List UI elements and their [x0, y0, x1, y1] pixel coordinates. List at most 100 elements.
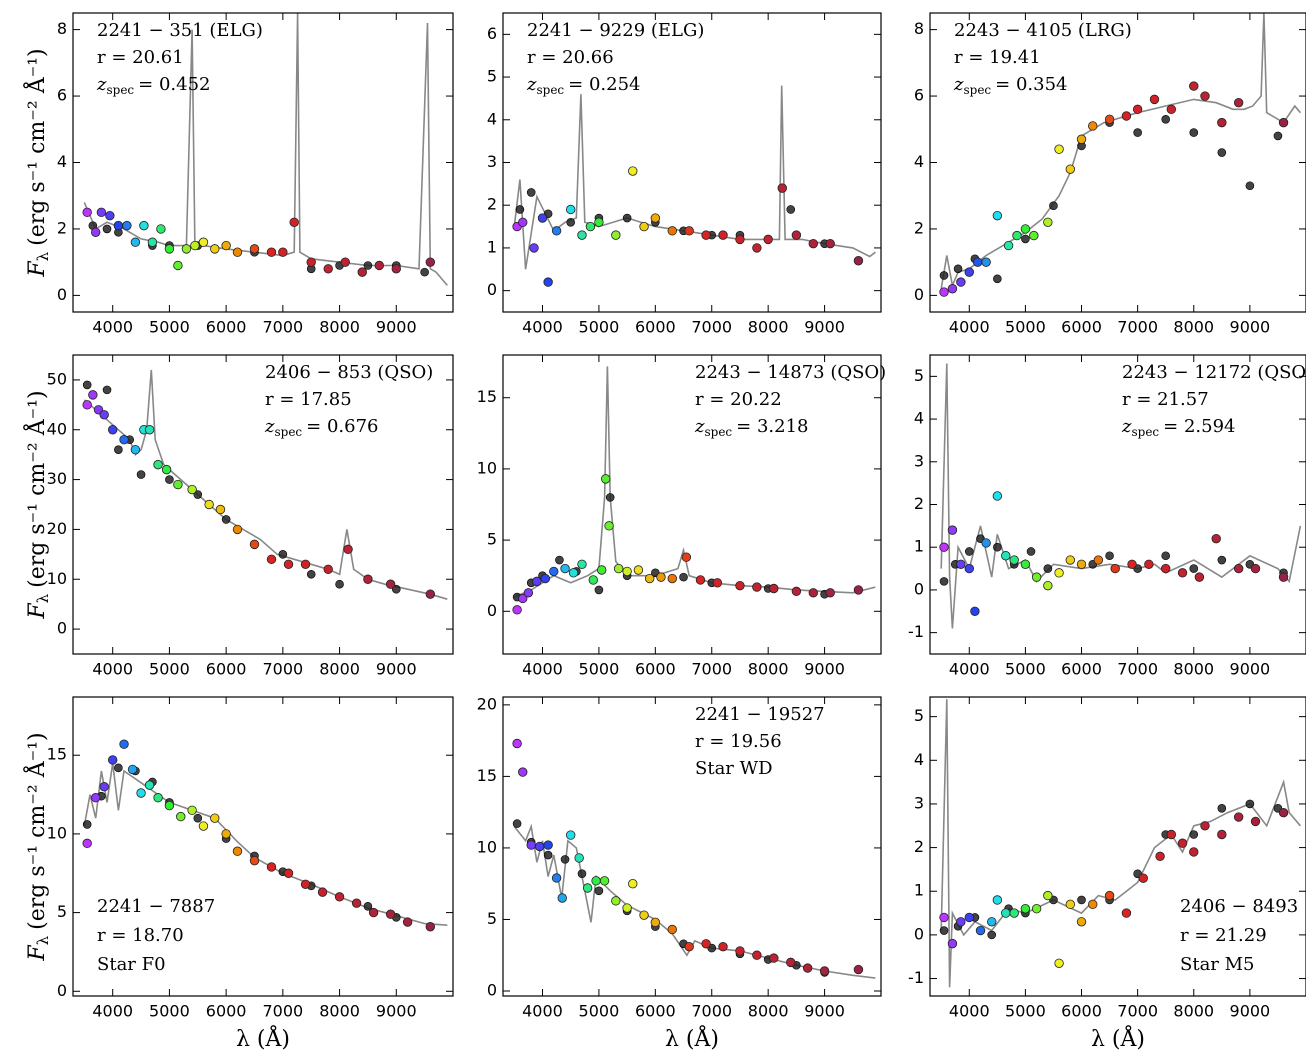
narrowband-point	[198, 237, 209, 247]
narrowband-point	[1138, 873, 1148, 883]
narrowband-point	[1076, 559, 1087, 570]
narrowband-point	[808, 588, 818, 598]
narrowband-point	[249, 855, 260, 866]
narrowband-point	[594, 217, 604, 228]
narrowband-point	[283, 868, 294, 878]
narrowband-point	[323, 264, 333, 274]
broadband-point	[512, 819, 522, 828]
narrowband-point	[1020, 559, 1031, 570]
narrowband-point	[317, 887, 328, 897]
x-tick-label: 9000	[376, 1002, 417, 1021]
narrowband-point	[518, 767, 528, 777]
y-tick-label: 0	[914, 579, 924, 598]
y-tick-label: 8	[57, 19, 67, 38]
narrowband-point	[232, 247, 243, 257]
y-tick-label: 1	[914, 881, 924, 900]
broadband-point	[420, 267, 429, 277]
y-tick-label: 3	[914, 793, 924, 812]
narrowband-point	[639, 221, 649, 232]
y-label-symbol: F	[25, 945, 50, 962]
y-label-subscript: λ	[34, 593, 52, 603]
y-tick-label: 15	[47, 745, 67, 764]
narrowband-point	[718, 230, 728, 240]
narrowband-point	[1211, 533, 1221, 544]
annotation: 2241 − 351 (ELG)	[97, 20, 263, 41]
y-tick-label: 3	[914, 451, 924, 470]
broadband-point	[391, 584, 401, 594]
annotation: 2241 − 7887	[97, 896, 215, 917]
annotation-symbol: z	[526, 74, 537, 95]
narrowband-point	[266, 862, 277, 872]
y-tick-label: 15	[477, 387, 497, 406]
x-axis-label: λ (Å)	[236, 1024, 290, 1052]
narrowband-point	[139, 220, 149, 231]
broadband-point	[193, 813, 203, 823]
narrowband-point	[523, 588, 534, 598]
narrowband-point	[1121, 111, 1132, 121]
annotation: Star F0	[97, 954, 166, 975]
narrowband-point	[127, 764, 138, 775]
narrowband-point	[374, 260, 384, 271]
y-tick-label: 4	[57, 152, 67, 171]
narrowband-point	[825, 238, 835, 249]
annotation: r = 20.22	[695, 389, 782, 410]
narrowband-point	[557, 893, 567, 903]
narrowband-point	[650, 917, 661, 928]
narrowband-point	[1166, 104, 1177, 115]
x-tick-label: 9000	[804, 660, 845, 679]
annotation: Star WD	[695, 758, 773, 779]
x-tick-label: 5000	[1005, 1002, 1046, 1021]
annotation-value: = 2.594	[1163, 416, 1235, 437]
narrowband-point	[1001, 551, 1011, 561]
y-axis-label: Fλ (erg s⁻¹ cm⁻² Å⁻¹)	[22, 390, 52, 619]
narrowband-point	[425, 589, 436, 599]
broadband-point	[1245, 799, 1255, 809]
narrowband-point	[591, 876, 601, 886]
annotation-subscript: spec	[1131, 425, 1159, 439]
panel: 4000 5000 6000 7000 8000 9000 0 2 4 6 8 2243 − 4105…	[914, 12, 1306, 337]
narrowband-point	[90, 793, 101, 803]
narrowband-point	[735, 946, 745, 956]
broadband-point	[594, 886, 604, 896]
narrowband-point	[130, 444, 141, 455]
y-tick-label: 0	[57, 619, 67, 638]
y-tick-label: 10	[47, 569, 67, 588]
plot-area	[512, 85, 876, 287]
narrowband-point	[964, 912, 974, 923]
x-tick-label: 7000	[691, 318, 732, 337]
narrowband-point	[537, 213, 548, 223]
annotation: Star M5	[1180, 954, 1255, 975]
x-tick-label: 4000	[949, 1002, 990, 1021]
narrowband-point	[249, 539, 260, 550]
narrowband-point	[1250, 816, 1261, 827]
narrowband-point	[306, 257, 316, 267]
annotation: zspec = 0.452	[96, 74, 211, 97]
panel: 4000 5000 6000 7000 8000 9000 0 5 10 15 20 2241 − 1…	[477, 694, 882, 1052]
narrowband-point	[633, 565, 644, 575]
panel: 4000 5000 6000 7000 8000 9000 0 5 10 15 2241 − 788…	[22, 696, 454, 1052]
narrowband-point	[992, 491, 1003, 501]
narrowband-point	[99, 410, 109, 420]
panel: 4000 5000 6000 7000 8000 9000 -1 0 1 2 3 4 5 2406 − 8…	[908, 696, 1306, 1052]
narrowband-point	[119, 739, 129, 749]
narrowband-point	[1043, 890, 1053, 901]
x-tick-label: 4000	[522, 660, 563, 679]
y-tick-label: 5	[487, 67, 497, 86]
narrowband-point	[752, 243, 762, 253]
annotation-symbol: z	[96, 74, 107, 95]
narrowband-point	[701, 939, 711, 949]
narrowband-point	[613, 563, 624, 574]
x-tick-label: 8000	[1173, 1002, 1214, 1021]
broadband-point	[221, 515, 231, 524]
narrowband-point	[802, 963, 813, 973]
broadband-point	[594, 585, 604, 595]
narrowband-point	[385, 909, 396, 919]
narrowband-point	[1121, 908, 1132, 918]
x-tick-label: 8000	[748, 318, 789, 337]
y-tick-label: 4	[914, 152, 924, 171]
narrowband-point	[1217, 829, 1227, 840]
narrowband-point	[853, 585, 864, 595]
annotation: 2241 − 19527	[695, 704, 825, 725]
narrowband-point	[1031, 904, 1042, 914]
x-tick-label: 6000	[1061, 318, 1102, 337]
